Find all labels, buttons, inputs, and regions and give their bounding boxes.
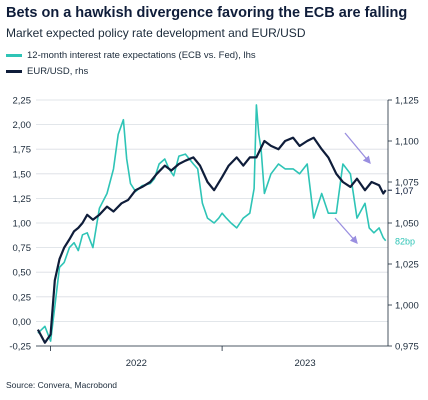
rates-end-label: 82bp: [395, 237, 415, 247]
y-right-tick-label: 0,975: [395, 342, 419, 353]
eurusd-end-label: 1,07: [395, 186, 414, 197]
y-right-tick-label: 1,100: [395, 137, 419, 148]
chart-subtitle: Market expected policy rate development …: [6, 26, 306, 40]
y-left-tick-label: 1,75: [13, 145, 32, 156]
y-right-tick-label: 1,025: [395, 260, 419, 271]
source-note: Source: Convera, Macrobond: [6, 380, 118, 390]
rate-expectations-series-line: [37, 104, 387, 342]
y-left-tick-label: 0,50: [13, 268, 32, 279]
chart-title: Bets on a hawkish divergence favoring th…: [6, 5, 408, 21]
x-tick-label: 2023: [294, 358, 315, 369]
y-left-tick-label: 1,00: [13, 219, 32, 230]
y-left-tick-label: 0,00: [13, 317, 32, 328]
y-left-tick-label: 2,00: [13, 120, 32, 131]
legend: 12-month interest rate expectations (ECB…: [6, 47, 256, 79]
y-right-tick-label: 1,125: [395, 96, 419, 107]
y-left-tick-label: -0,25: [9, 342, 31, 353]
eurusd-series-line: [36, 136, 387, 344]
y-right-tick-label: 1,000: [395, 301, 419, 312]
y-left-tick-label: 0,75: [13, 243, 32, 254]
rates-trend-arrow: [334, 217, 358, 244]
legend-item-rates: 12-month interest rate expectations (ECB…: [6, 47, 256, 63]
y-left-tick-label: 1,25: [13, 194, 32, 205]
y-right-tick-label: 1,075: [395, 178, 419, 189]
y-right-tick-label: 1,050: [395, 219, 419, 230]
legend-swatch-rates: [6, 53, 22, 57]
y-left-tick-label: 1,50: [13, 169, 32, 180]
x-tick-label: 2022: [126, 358, 147, 369]
y-left-tick-label: 0,25: [13, 292, 32, 303]
legend-label-rates: 12-month interest rate expectations (ECB…: [27, 49, 256, 61]
legend-item-eurusd: EUR/USD, rhs: [6, 63, 256, 79]
legend-swatch-eurusd: [6, 69, 22, 73]
eurusd-trend-arrow: [344, 132, 371, 164]
legend-label-eurusd: EUR/USD, rhs: [27, 65, 89, 77]
y-left-tick-label: 2,25: [13, 96, 32, 107]
